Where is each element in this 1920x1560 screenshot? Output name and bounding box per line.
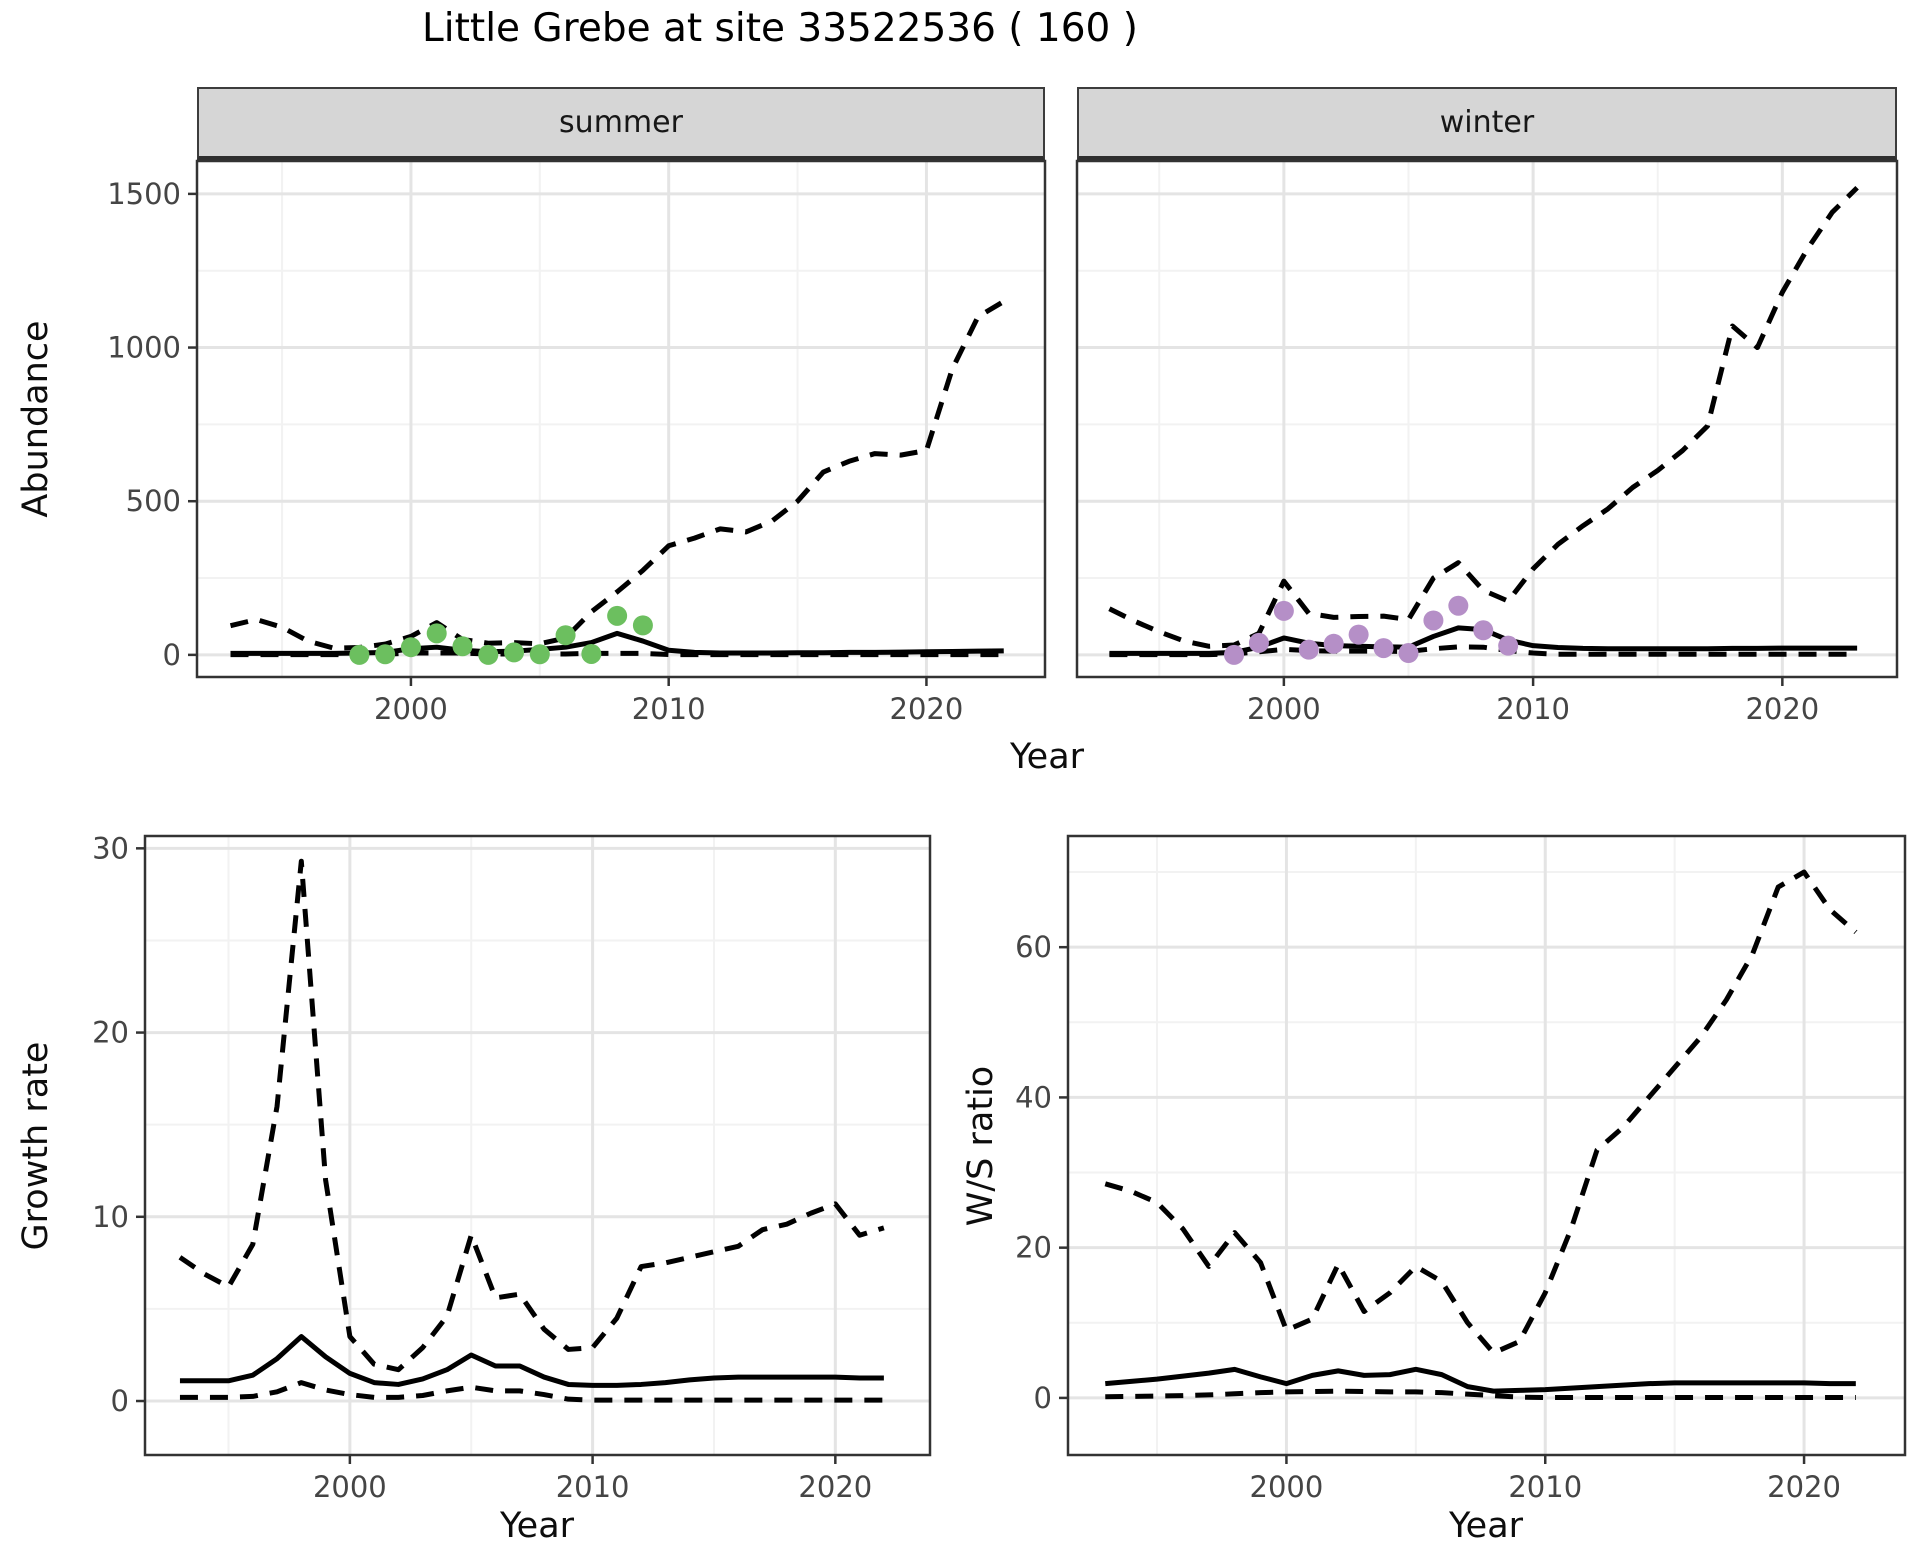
observation-point bbox=[426, 623, 447, 644]
y-tick-label: 500 bbox=[126, 484, 181, 518]
median-line bbox=[1105, 1366, 1856, 1394]
x-tick-label: 2000 bbox=[1247, 692, 1321, 726]
y-tick-label: 1500 bbox=[107, 177, 181, 211]
facet-strip-winter: winter bbox=[1077, 87, 1897, 161]
y-tick-label: 40 bbox=[1015, 1080, 1052, 1114]
facet-strip-winter-label: winter bbox=[1439, 105, 1535, 140]
y-tick-label: 0 bbox=[111, 1384, 129, 1418]
facet-strip-summer-label: summer bbox=[559, 105, 683, 140]
x-axis-title-year-bottom-right: Year bbox=[1448, 1506, 1524, 1546]
observation-point bbox=[1298, 639, 1319, 660]
lower_95ci-line bbox=[1105, 1388, 1856, 1401]
observation-point bbox=[1423, 610, 1444, 631]
observation-point bbox=[349, 644, 370, 665]
x-tick-label: 2020 bbox=[798, 1470, 872, 1504]
observed_counts_summer bbox=[349, 605, 653, 665]
panel-border bbox=[1066, 834, 1907, 1457]
observation-point bbox=[375, 644, 396, 665]
x-tick-label: 2000 bbox=[313, 1470, 387, 1504]
observation-point bbox=[1248, 632, 1269, 653]
lower_95ci-line bbox=[179, 1380, 884, 1403]
x-tick-label: 2010 bbox=[632, 692, 706, 726]
y-tick-label: 30 bbox=[92, 831, 129, 865]
axis-ticks-and-labels: 2000 2010 2020 bbox=[1247, 677, 1819, 726]
observation-point bbox=[452, 636, 473, 657]
gridlines bbox=[1077, 161, 1897, 677]
panel-border bbox=[143, 834, 932, 1457]
x-tick-label: 2010 bbox=[1508, 1470, 1582, 1504]
panel-growth_rate: 2000 2010 2020 0 10 20 30 bbox=[92, 831, 932, 1504]
y-tick-label: 60 bbox=[1015, 930, 1052, 964]
observation-point bbox=[1348, 624, 1369, 645]
upper_95ci-line bbox=[178, 858, 885, 1373]
y-tick-label: 20 bbox=[92, 1016, 129, 1050]
plot-title: Little Grebe at site 33522536 ( 160 ) bbox=[422, 6, 1138, 51]
panel-abundance_summer: 2000 2010 2020 0 500 1000 1500 bbox=[107, 159, 1047, 726]
y-tick-label: 20 bbox=[1015, 1231, 1052, 1265]
x-tick-label: 2020 bbox=[1767, 1470, 1841, 1504]
observation-point bbox=[581, 643, 602, 664]
panel-border bbox=[195, 159, 1047, 679]
y-tick-label: 0 bbox=[163, 638, 181, 672]
observation-point bbox=[504, 642, 525, 663]
x-tick-label: 2020 bbox=[890, 692, 964, 726]
gridlines bbox=[1068, 836, 1905, 1455]
panel-abundance_winter: 2000 2010 2020 bbox=[1075, 159, 1899, 726]
x-tick-label: 2000 bbox=[1250, 1470, 1324, 1504]
axis-ticks-and-labels: 2000 2010 2020 0 500 1000 1500 bbox=[107, 177, 963, 726]
observation-point bbox=[555, 625, 576, 646]
observation-point bbox=[1448, 595, 1469, 616]
observation-point bbox=[1498, 635, 1519, 656]
median-line bbox=[230, 630, 1004, 656]
observation-point bbox=[607, 605, 628, 626]
observed_counts_winter bbox=[1224, 595, 1519, 665]
observation-point bbox=[1373, 638, 1394, 659]
facet-strip-summer: summer bbox=[197, 87, 1045, 161]
axis-ticks-and-labels: 2000 2010 2020 0 20 40 60 bbox=[1015, 930, 1841, 1504]
x-tick-label: 2000 bbox=[374, 692, 448, 726]
observation-point bbox=[529, 644, 550, 665]
panel-ws_ratio: 2000 2010 2020 0 20 40 60 bbox=[1015, 834, 1907, 1504]
y-tick-label: 1000 bbox=[107, 331, 181, 365]
x-axis-title-year-top: Year bbox=[1009, 737, 1085, 777]
observation-point bbox=[1473, 620, 1494, 641]
observation-point bbox=[400, 637, 421, 658]
x-axis-title-year-bottom-left: Year bbox=[499, 1506, 575, 1546]
axis-ticks-and-labels: 2000 2010 2020 0 10 20 30 bbox=[92, 831, 872, 1504]
observation-point bbox=[1398, 643, 1419, 664]
upper_95ci-line bbox=[229, 299, 1006, 651]
x-tick-label: 2020 bbox=[1745, 692, 1819, 726]
y-axis-title-growth-rate: Growth rate bbox=[16, 1041, 56, 1251]
y-tick-label: 0 bbox=[1034, 1381, 1052, 1415]
observation-point bbox=[1323, 633, 1344, 654]
gridlines bbox=[197, 161, 1045, 677]
observation-point bbox=[1273, 600, 1294, 621]
observation-point bbox=[1224, 644, 1245, 665]
y-axis-title-abundance: Abundance bbox=[16, 320, 56, 518]
y-tick-label: 10 bbox=[92, 1200, 129, 1234]
x-tick-label: 2010 bbox=[556, 1470, 630, 1504]
x-tick-label: 2010 bbox=[1496, 692, 1570, 726]
gridlines bbox=[145, 836, 930, 1455]
upper_95ci-line bbox=[1104, 869, 1858, 1356]
observation-point bbox=[478, 644, 499, 665]
observation-point bbox=[632, 615, 653, 636]
y-axis-title-ws-ratio: W/S ratio bbox=[961, 1065, 1001, 1227]
panel-border bbox=[1075, 159, 1899, 679]
median-line bbox=[179, 1334, 884, 1388]
